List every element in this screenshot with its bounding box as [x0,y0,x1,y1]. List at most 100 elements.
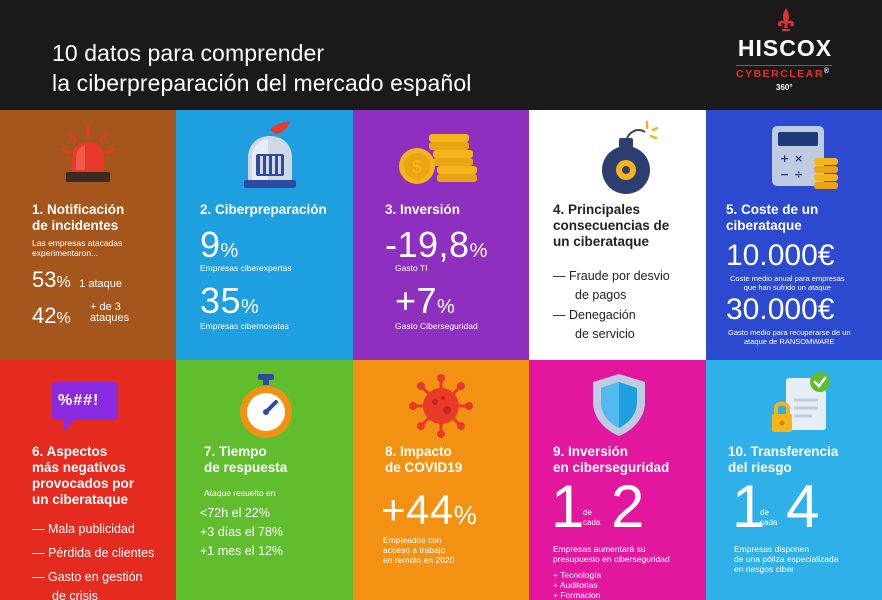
stat-2-label: Gasto medio para recuperarse de un ataqu… [728,328,851,346]
tile-heading: 2. Ciberpreparación [200,202,327,217]
stat-2: 42% [32,304,71,328]
tile-desc: Empleados con acceso a trabajo en remoto… [383,535,454,565]
svg-text:$: $ [412,157,422,177]
svg-text:÷: ÷ [794,168,803,181]
stat-1: -19,8% [385,226,487,264]
svg-text:−: − [780,168,789,181]
list-item-3: + Formacion [553,590,601,600]
tile-cyber-preparedness: 2. Ciberpreparación 9% Empresas ciberexp… [176,110,353,360]
list-item-2: +3 días el 78% [200,525,284,539]
tile-desc-line-2: de una póliza especializada [734,554,839,564]
tile-heading-line-1: 8. Impacto [385,444,452,459]
tile-heading-line-4: un ciberataque [32,492,129,507]
svg-text:+: + [780,152,789,165]
tile-heading: 3. Inversión [385,202,461,217]
hiscox-logo: HISCOX CYBERCLEAR® 360° [730,8,870,98]
list-item-1: — Mala publicidad [32,522,135,536]
tile-risk-transfer: 10. Transferencia del riesgo 1 de cada 4… [706,360,882,600]
list-item-3: +1 mes el 12% [200,544,284,558]
title-line-2: la ciberpreparación del mercado español [52,70,472,96]
logo-subtitle: CYBERCLEAR® [736,68,831,80]
tile-heading-line-2: más negativos [32,460,126,475]
tile-heading-line-1: 4. Principales [553,202,641,217]
stat-value: +44 [381,486,454,533]
tile-desc-line-2: experimentaron... [32,248,99,258]
siren-icon [60,124,116,182]
stat-percent: % [453,500,477,530]
calculator-icon: + × − ÷ [772,126,838,189]
tile-covid-impact: 8. Impacto de COVID19 +44% Empleados con… [353,360,529,600]
stat: +44% [381,488,477,532]
tile-desc-line-1: Empleados con [383,535,442,545]
tile-heading-line-2: del riesgo [728,460,792,475]
ratio-num-2: 4 [786,473,820,540]
knight-helmet-icon [244,120,296,188]
logo-name: HISCOX [737,35,833,61]
ratio-num-2: 2 [611,473,645,540]
tile-heading-line-1: 6. Aspectos [32,444,108,459]
stat-1-value: 10.000€ [726,239,835,272]
stat-1-label: Gasto TI [395,263,428,273]
stat-2: 35% [200,282,259,320]
tile-heading-line-1: 7. Tiempo [204,444,267,459]
stat-2-value: 42 [32,303,57,328]
list-item-1: + Tecnología [553,570,602,580]
stat-1: 53% 1 ataque [32,268,122,292]
tile-desc-line-2: acceso a trabajo [383,545,446,555]
stat-2-label: Gasto Ciberseguridad [395,321,478,331]
stopwatch-icon [240,374,292,438]
header: 10 datos para comprender la ciberprepara… [0,0,882,110]
ratio-cada: cada [583,518,601,527]
ratio-de: de [760,508,769,517]
list-item-2: — Pérdida de clientes [32,546,155,560]
tile-desc: Ataque resuelto en [204,488,276,498]
document-lock-icon [772,372,830,432]
tile-heading-line-1: 9. Inversión [553,444,629,459]
ratio-cada: cada [760,518,778,527]
list-item-1-line-2: de pagos [575,288,627,302]
stat-1-value: 53 [32,267,57,292]
tile-heading-line-2: consecuencias de [553,218,670,233]
list-item-1-line-1: — Fraude por desvio [553,269,670,283]
stat-1-label: Empresas ciberexpertas [200,263,292,273]
tile-heading-line-3: provocados por [32,476,135,491]
logo-divider [736,65,832,66]
tile-desc-line-1: Empresas disponen [734,544,810,554]
coins-icon: $ [399,134,477,184]
stat-1-value: -19,8 [385,224,470,265]
speech-bubble-icon [52,382,118,432]
stat-1-label-line-2: que han sufrido un ataque [743,283,831,292]
tile-desc-line-3: en riesgos ciber [734,564,795,574]
list-item-2-line-2: de servicio [575,327,635,341]
list-item-2: — Denegación de servicio [553,306,636,344]
tile-desc-line-2: presupuesto en ciberseguridad [553,554,670,564]
logo-badge: 360° [776,83,793,92]
stat-1-label-line-1: Coste medio anual para empresas [730,274,845,283]
stat-1-label: 1 ataque [79,278,122,290]
tile-heading-line-1: 5. Coste de un [726,202,819,217]
list-item-2: + Auditorias [553,580,598,590]
stat-1-percent: % [469,240,488,262]
stat-2: +7% [395,282,455,320]
title-line-1: 10 datos para comprender [52,40,325,66]
tile-heading-line-2: ciberataque [726,218,802,233]
stat-2-label-line-1: Gasto medio para recuperarse de un [728,328,851,337]
stat-2-value: 35 [200,280,242,321]
tile-desc-line-1: Las empresas atacadas [32,238,123,248]
tile-heading-line-1: 1. Notificación [32,202,125,217]
ratio-de: de [583,508,592,517]
stat-2-label: Empresas cibernovatas [200,321,289,331]
tile-response-time: 7. Tiempo de respuesta Ataque resuelto e… [176,360,353,600]
stat-1: 9% [200,226,238,264]
tile-heading-line-3: un ciberataque [553,234,650,249]
list-item-3-line-2: de crisis [52,589,98,600]
tile-negative-aspects: %##! 6. Aspectos más negativos provocado… [0,360,176,600]
tile-heading-line-2: de respuesta [204,460,288,475]
tile-main-consequences: 4. Principales consecuencias de un ciber… [529,110,706,360]
speech-bubble-text: %##! [58,392,100,409]
tile-investment: $ 3. Inversión -19,8% Gasto TI +7% Gasto… [353,110,529,360]
shield-icon [593,374,645,436]
stat-2-label-line-1: + de 3 [90,301,121,313]
stat-1-value: 9 [200,224,221,265]
tile-desc-line-3: en remoto en 2020 [383,555,455,565]
